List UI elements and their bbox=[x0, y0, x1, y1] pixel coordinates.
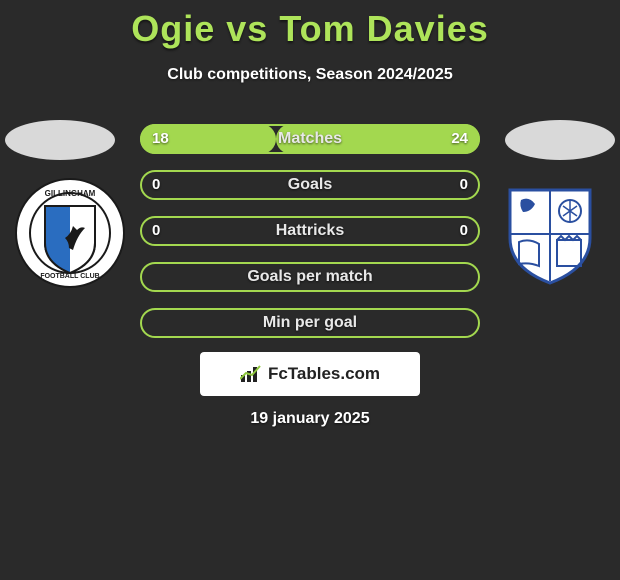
stat-row: Min per goal bbox=[140, 308, 480, 338]
stat-value-right: 0 bbox=[460, 216, 468, 246]
stat-label: Goals per match bbox=[140, 262, 480, 292]
stat-value-right: 24 bbox=[451, 124, 468, 154]
stat-value-left: 0 bbox=[152, 216, 160, 246]
bar-chart-icon bbox=[240, 365, 262, 383]
branding-text: FcTables.com bbox=[268, 364, 380, 384]
player-avatar-right bbox=[505, 120, 615, 160]
stat-label: Matches bbox=[140, 124, 480, 154]
stat-value-right: 0 bbox=[460, 170, 468, 200]
stat-value-left: 0 bbox=[152, 170, 160, 200]
page-title: Ogie vs Tom Davies bbox=[0, 0, 620, 50]
stat-label: Hattricks bbox=[140, 216, 480, 246]
tranmere-badge-icon bbox=[495, 178, 605, 288]
stats-panel: Matches1824Goals00Hattricks00Goals per m… bbox=[140, 124, 480, 354]
gillingham-badge-icon: GILLINGHAM FOOTBALL CLUB bbox=[15, 178, 125, 288]
stat-value-left: 18 bbox=[152, 124, 169, 154]
player-avatar-left bbox=[5, 120, 115, 160]
stat-row: Goals per match bbox=[140, 262, 480, 292]
stat-label: Goals bbox=[140, 170, 480, 200]
stat-row: Matches18 24 bbox=[140, 124, 480, 154]
stat-label: Min per goal bbox=[140, 308, 480, 338]
stat-row: Hattricks0 0 bbox=[140, 216, 480, 246]
club-badge-left: GILLINGHAM FOOTBALL CLUB bbox=[15, 178, 125, 288]
branding-box: FcTables.com bbox=[200, 352, 420, 396]
page-subtitle: Club competitions, Season 2024/2025 bbox=[0, 66, 620, 84]
club-badge-right bbox=[495, 178, 605, 288]
badge-text-top: GILLINGHAM bbox=[45, 189, 96, 198]
date-text: 19 january 2025 bbox=[0, 410, 620, 428]
stat-row: Goals0 0 bbox=[140, 170, 480, 200]
